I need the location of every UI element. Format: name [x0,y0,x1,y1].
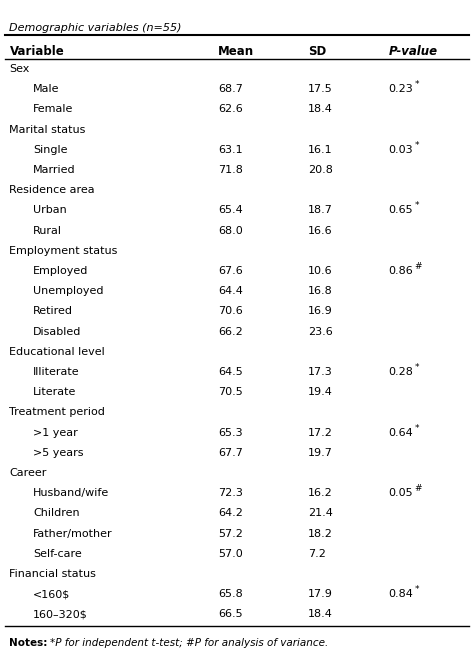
Text: Career: Career [9,468,47,478]
Text: 64.4: 64.4 [218,286,243,296]
Text: 16.6: 16.6 [308,226,333,236]
Text: 64.5: 64.5 [218,367,243,377]
Text: 67.7: 67.7 [218,448,243,458]
Text: 10.6: 10.6 [308,266,333,276]
Text: #: # [415,262,422,271]
Text: 17.9: 17.9 [308,589,333,599]
Text: *: * [415,80,419,89]
Text: 0.23: 0.23 [389,84,413,94]
Text: Illiterate: Illiterate [33,367,80,377]
Text: Variable: Variable [9,45,64,58]
Text: Female: Female [33,104,73,114]
Text: 20.8: 20.8 [308,165,333,175]
Text: 0.86: 0.86 [389,266,413,276]
Text: 19.7: 19.7 [308,448,333,458]
Text: Educational level: Educational level [9,347,105,357]
Text: Demographic variables (n=55): Demographic variables (n=55) [9,23,182,33]
Text: 64.2: 64.2 [218,508,243,518]
Text: 18.4: 18.4 [308,609,333,619]
Text: Self-care: Self-care [33,549,82,559]
Text: Financial status: Financial status [9,569,96,579]
Text: Rural: Rural [33,226,62,236]
Text: 0.03: 0.03 [389,145,413,155]
Text: 72.3: 72.3 [218,488,243,498]
Text: P-value: P-value [389,45,438,58]
Text: 17.3: 17.3 [308,367,333,377]
Text: 16.2: 16.2 [308,488,333,498]
Text: 18.7: 18.7 [308,205,333,215]
Text: Male: Male [33,84,60,94]
Text: Notes:: Notes: [9,638,52,648]
Text: *: * [415,585,419,595]
Text: *P for independent t-test; #P for analysis of variance.: *P for independent t-test; #P for analys… [50,638,328,648]
Text: 0.64: 0.64 [389,428,413,438]
Text: >5 years: >5 years [33,448,84,458]
Text: 7.2: 7.2 [308,549,326,559]
Text: *: * [415,424,419,433]
Text: 63.1: 63.1 [218,145,243,155]
Text: 16.9: 16.9 [308,307,333,317]
Text: *: * [415,141,419,150]
Text: Unemployed: Unemployed [33,286,104,296]
Text: 65.8: 65.8 [218,589,243,599]
Text: 17.2: 17.2 [308,428,333,438]
Text: 67.6: 67.6 [218,266,243,276]
Text: 18.2: 18.2 [308,528,333,538]
Text: Retired: Retired [33,307,73,317]
Text: Employed: Employed [33,266,89,276]
Text: Children: Children [33,508,80,518]
Text: Sex: Sex [9,64,30,74]
Text: SD: SD [308,45,327,58]
Text: 57.0: 57.0 [218,549,243,559]
Text: 66.2: 66.2 [218,327,243,337]
Text: 71.8: 71.8 [218,165,243,175]
Text: Literate: Literate [33,387,77,397]
Text: >1 year: >1 year [33,428,78,438]
Text: 17.5: 17.5 [308,84,333,94]
Text: 0.28: 0.28 [389,367,413,377]
Text: Mean: Mean [218,45,254,58]
Text: *: * [415,363,419,372]
Text: 18.4: 18.4 [308,104,333,114]
Text: 66.5: 66.5 [218,609,243,619]
Text: 16.8: 16.8 [308,286,333,296]
Text: Marital status: Marital status [9,124,86,134]
Text: 68.0: 68.0 [218,226,243,236]
Text: #: # [415,484,422,493]
Text: <160$: <160$ [33,589,71,599]
Text: 23.6: 23.6 [308,327,333,337]
Text: Married: Married [33,165,76,175]
Text: 21.4: 21.4 [308,508,333,518]
Text: Residence area: Residence area [9,185,95,195]
Text: 16.1: 16.1 [308,145,333,155]
Text: *: * [415,201,419,210]
Text: 62.6: 62.6 [218,104,243,114]
Text: 160–320$: 160–320$ [33,609,88,619]
Text: 0.84: 0.84 [389,589,413,599]
Text: Father/mother: Father/mother [33,528,113,538]
Text: 68.7: 68.7 [218,84,243,94]
Text: 65.3: 65.3 [218,428,243,438]
Text: 0.05: 0.05 [389,488,413,498]
Text: 65.4: 65.4 [218,205,243,215]
Text: Treatment period: Treatment period [9,407,105,418]
Text: Single: Single [33,145,68,155]
Text: Employment status: Employment status [9,246,118,256]
Text: 70.6: 70.6 [218,307,243,317]
Text: 57.2: 57.2 [218,528,243,538]
Text: 70.5: 70.5 [218,387,243,397]
Text: Husband/wife: Husband/wife [33,488,109,498]
Text: 19.4: 19.4 [308,387,333,397]
Text: Disabled: Disabled [33,327,82,337]
Text: 0.65: 0.65 [389,205,413,215]
Text: Urban: Urban [33,205,67,215]
